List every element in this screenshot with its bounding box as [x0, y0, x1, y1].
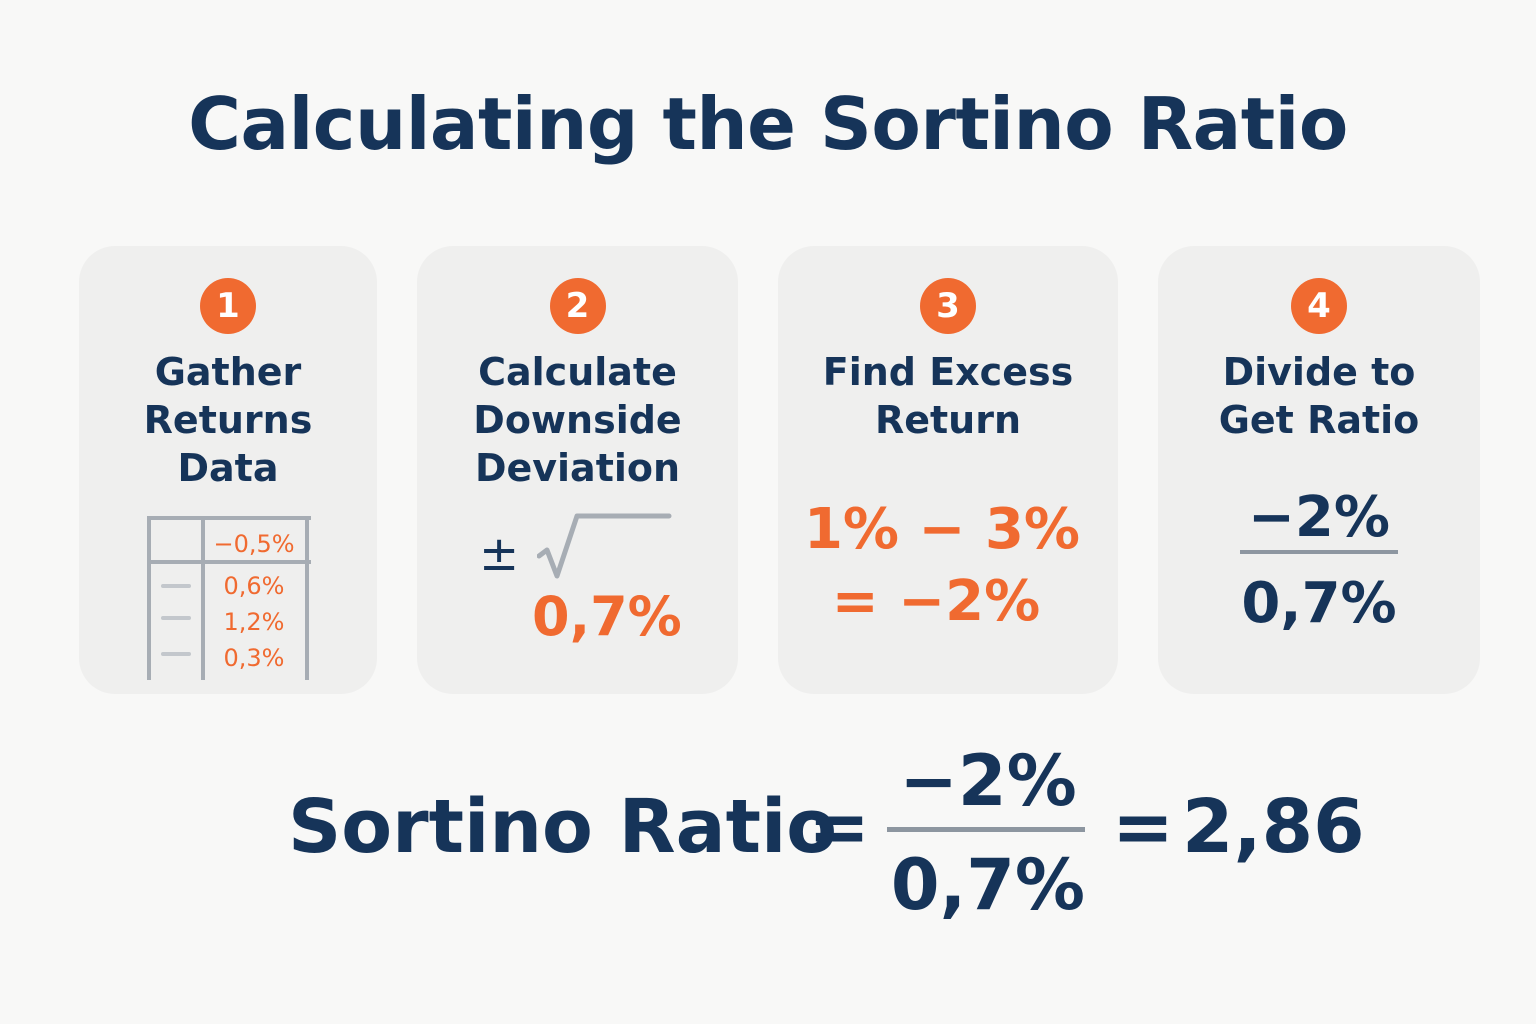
step-card-downside-deviation: 2 Calculate Downside Deviation ± 0,7% — [417, 246, 738, 694]
formula-equals-sign: = — [808, 784, 871, 870]
table-placeholder-dash — [161, 584, 191, 588]
table-border — [305, 516, 309, 680]
table-divider — [201, 516, 205, 680]
table-cell-value: 0,3% — [223, 644, 285, 672]
table-cell-value: 0,6% — [223, 572, 285, 600]
page-title: Calculating the Sortino Ratio — [188, 82, 1348, 166]
formula-denominator: 0,7% — [890, 844, 1086, 926]
table-border — [147, 516, 151, 680]
step-title-line: Calculate — [478, 350, 677, 394]
downside-deviation-value: 0,7% — [532, 585, 682, 648]
step-title-line: Gather — [154, 350, 302, 394]
formula-equals-sign: = — [1112, 784, 1175, 870]
step-title-line: Data — [177, 446, 279, 490]
step-title-line: Return — [874, 398, 1022, 442]
step-number-badge: 1 — [200, 278, 256, 334]
step-title: Gather Returns Data — [89, 348, 367, 492]
formula-result: 2,86 — [1182, 784, 1365, 870]
square-root-icon — [537, 513, 672, 579]
excess-return-result: = −2% — [831, 569, 1041, 634]
fraction-denominator: 0,7% — [1241, 571, 1397, 636]
plus-minus-symbol: ± — [479, 526, 520, 582]
table-cell-value: −0,5% — [213, 530, 295, 558]
step-number-badge: 3 — [920, 278, 976, 334]
table-cell-value: 1,2% — [223, 608, 285, 636]
step-title: Divide to Get Ratio — [1168, 348, 1470, 444]
step-title-line: Find Excess — [822, 350, 1074, 394]
step-card-excess-return: 3 Find Excess Return 1% − 3% = −2% — [778, 246, 1118, 694]
step-title-line: Get Ratio — [1218, 398, 1420, 442]
step-title-line: Downside — [473, 398, 682, 442]
step-title-line: Returns — [143, 398, 313, 442]
excess-return-expression: 1% − 3% — [803, 497, 1081, 562]
fraction-numerator: −2% — [1248, 485, 1390, 550]
returns-table: −0,5% 0,6% 1,2% 0,3% — [147, 516, 311, 680]
table-placeholder-dash — [161, 652, 191, 656]
step-number-badge: 2 — [549, 278, 606, 334]
step-title-line: Deviation — [474, 446, 681, 490]
fraction-bar — [1240, 550, 1398, 554]
step-title-line: Divide to — [1222, 350, 1416, 394]
formula-label: Sortino Ratio — [288, 784, 838, 870]
step-title: Find Excess Return — [788, 348, 1108, 444]
formula-fraction-bar — [887, 827, 1085, 832]
step-card-divide-ratio: 4 Divide to Get Ratio −2% 0,7% — [1158, 246, 1480, 694]
table-border — [147, 516, 311, 520]
step-number-badge: 4 — [1291, 278, 1347, 334]
table-header-divider — [147, 560, 311, 564]
table-placeholder-dash — [161, 616, 191, 620]
step-card-gather-returns: 1 Gather Returns Data −0,5% 0,6% 1,2% 0,… — [79, 246, 377, 694]
step-title: Calculate Downside Deviation — [427, 348, 728, 492]
formula-numerator: −2% — [899, 740, 1077, 822]
